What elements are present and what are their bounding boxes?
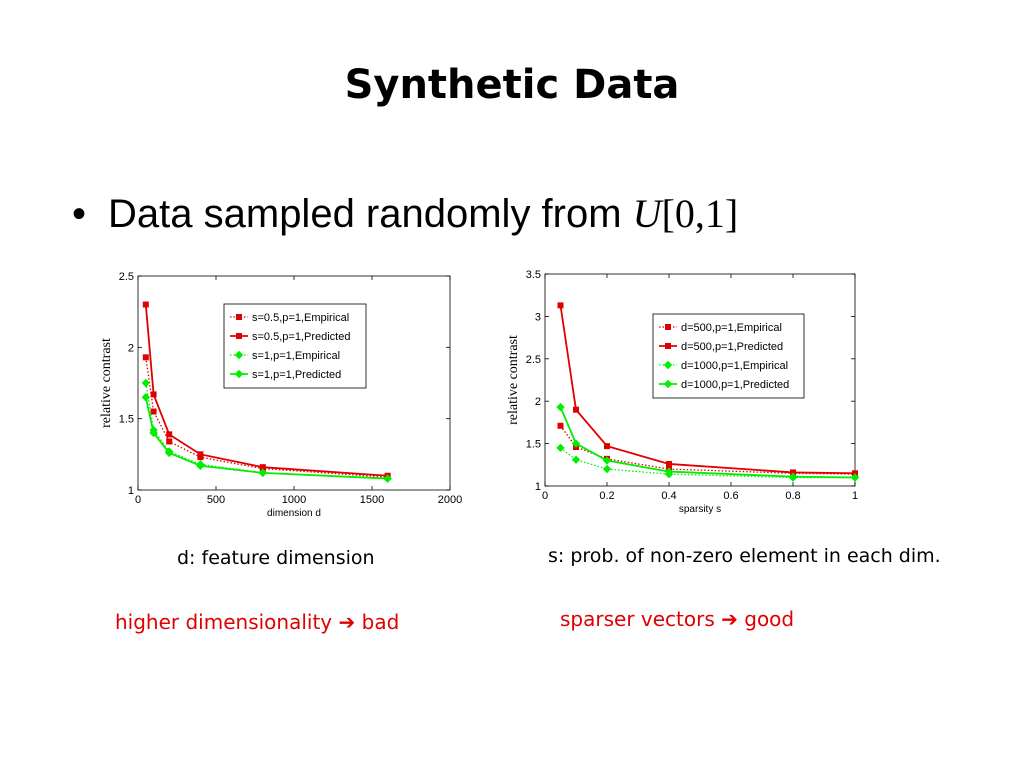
data-point	[571, 455, 581, 464]
data-point	[383, 474, 392, 483]
legend: d=500,p=1,Empirical d=500,p=1,Predicted d=…	[652, 313, 805, 399]
legend-marker	[663, 379, 673, 389]
y-tick-label: 3	[535, 311, 541, 323]
series-line	[144, 397, 388, 480]
data-point	[164, 448, 174, 458]
y-tick-label: 1.5	[526, 439, 541, 451]
legend-marker	[234, 369, 244, 379]
x-axis-label: sparsity s	[679, 504, 721, 515]
x-tick-label: 0.6	[723, 490, 738, 502]
legend-marker	[665, 324, 671, 330]
data-point	[666, 460, 672, 467]
x-tick-label: 0.2	[599, 490, 614, 502]
data-point	[166, 431, 173, 438]
conclusion-dimension: higher dimensionality ➔ bad	[115, 610, 399, 634]
legend-marker	[663, 360, 673, 370]
series-line	[145, 382, 388, 480]
data-point	[788, 472, 798, 481]
data-point	[602, 456, 612, 465]
y-tick-label: 1.5	[119, 414, 134, 426]
series-d=1000,p=1,Predicted	[556, 402, 860, 482]
caption-dimension: d: feature dimension	[177, 547, 375, 569]
y-tick-label: 2	[535, 396, 541, 408]
x-tick-label: 1	[852, 490, 858, 502]
legend-label: s=1,p=1,Predicted	[252, 369, 341, 381]
legend-label: d=500,p=1,Empirical	[681, 322, 782, 334]
legend-marker	[236, 314, 242, 320]
x-tick-label: 0	[542, 490, 548, 502]
series-line	[559, 406, 856, 479]
y-tick-label: 2.5	[526, 354, 541, 366]
data-point	[142, 301, 149, 308]
conclusion-text: sparser vectors	[560, 607, 715, 631]
x-tick-label: 0.8	[785, 490, 800, 502]
data-point	[166, 438, 173, 445]
data-point	[604, 443, 610, 450]
arrow-right-icon: ➔	[338, 610, 356, 634]
data-point	[557, 422, 564, 429]
data-point	[258, 468, 268, 478]
data-point	[196, 461, 205, 470]
data-point	[850, 473, 860, 482]
chart-sparsity: 0 0.2 0.4 0.6 0.8 1 1 1.5 2 2.5 3 3.5 sparsity s rela…	[506, 269, 860, 515]
data-point	[571, 439, 581, 448]
bullet-symbol: •	[72, 192, 87, 236]
conclusion-result: bad	[361, 610, 400, 634]
legend-label: d=500,p=1,Predicted	[681, 341, 783, 353]
math-variable: U	[632, 191, 662, 236]
x-tick-label: 1000	[282, 494, 306, 506]
data-point	[557, 302, 564, 309]
data-point	[573, 406, 579, 413]
y-tick-label: 2.5	[119, 271, 134, 283]
y-tick-label: 2	[128, 342, 134, 354]
x-tick-label: 500	[207, 494, 225, 506]
series-line	[145, 357, 388, 478]
data-point	[602, 464, 612, 474]
series-s=1,p=1,Predicted	[141, 393, 392, 483]
conclusion-text: higher dimensionality	[115, 610, 333, 634]
conclusion-result: good	[744, 607, 795, 631]
data-point	[141, 378, 151, 388]
legend-label: s=0.5,p=1,Predicted	[252, 331, 350, 343]
legend: s=0.5,p=1,Empirical s=0.5,p=1,Predicted s=…	[223, 303, 367, 389]
y-axis-label: relative contrast	[99, 338, 114, 428]
slide-title: Synthetic Data	[344, 62, 680, 108]
bullet-text: Data sampled randomly from	[108, 192, 633, 236]
bullet-point: • Data sampled randomly from U[0,1]	[72, 190, 738, 237]
conclusion-sparsity: sparser vectors ➔ good	[560, 607, 794, 631]
legend-box	[652, 313, 805, 399]
arrow-right-icon: ➔	[721, 607, 738, 631]
y-tick-label: 1	[128, 485, 134, 497]
legend-marker	[236, 333, 242, 339]
data-point	[149, 428, 158, 438]
data-point	[141, 393, 151, 402]
data-point	[150, 391, 157, 398]
caption-sparsity: s: prob. of non-zero element in each dim…	[548, 545, 941, 567]
math-expression: U[0,1]	[633, 191, 739, 236]
legend-marker	[234, 350, 244, 360]
x-tick-label: 2000	[438, 494, 462, 506]
legend-label: d=1000,p=1,Predicted	[681, 379, 789, 391]
legend-label: s=0.5,p=1,Empirical	[252, 312, 349, 324]
chart-dimension: 0 500 1000 1500 2000 1 1.5 2 2.5 dimension d relat…	[99, 271, 462, 519]
legend-marker	[665, 343, 671, 349]
data-point	[197, 451, 204, 458]
data-point	[664, 467, 674, 476]
data-point	[142, 354, 149, 361]
x-tick-label: 1500	[360, 494, 384, 506]
x-axis-label: dimension d	[267, 508, 321, 519]
data-point	[556, 443, 565, 453]
x-tick-label: 0	[135, 494, 141, 506]
math-range: [0,1]	[661, 191, 739, 236]
series-line	[559, 305, 856, 475]
y-axis-label: relative contrast	[506, 335, 521, 425]
y-tick-label: 3.5	[526, 269, 541, 281]
y-tick-label: 1	[535, 481, 541, 493]
data-point	[150, 408, 157, 415]
legend-label: s=1,p=1,Empirical	[252, 350, 340, 362]
legend-label: d=1000,p=1,Empirical	[681, 360, 788, 372]
data-point	[556, 402, 565, 412]
series-line	[144, 304, 388, 477]
x-tick-label: 0.4	[661, 490, 676, 502]
